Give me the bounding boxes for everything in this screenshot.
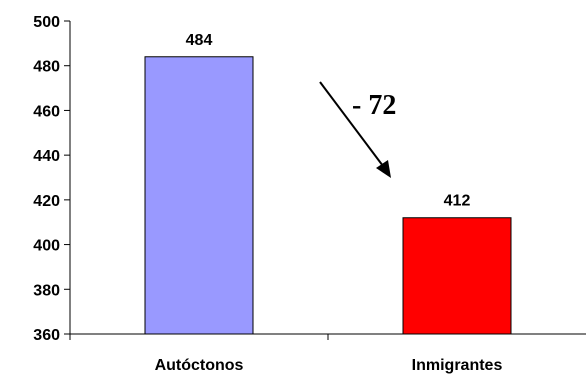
data-label-1: 412 xyxy=(444,193,471,210)
data-labels: 484 412 xyxy=(186,32,471,210)
arrow-head xyxy=(376,160,391,178)
category-label-1: Inmigrantes xyxy=(412,357,503,374)
y-tick-label: 380 xyxy=(33,282,60,299)
y-tick-label: 420 xyxy=(33,193,60,210)
x-axis-ticks xyxy=(69,334,329,340)
bar-0 xyxy=(144,56,254,335)
category-label-0: Autóctonos xyxy=(155,357,244,374)
y-tick-label: 400 xyxy=(33,238,60,255)
difference-label: - 72 xyxy=(352,90,396,121)
y-axis-ticks: 360 380 400 420 440 460 480 500 xyxy=(33,14,70,344)
y-tick-label: 480 xyxy=(33,59,60,76)
arrow-line xyxy=(319,81,387,171)
difference-annotation: - 72 xyxy=(319,81,396,178)
bar-1 xyxy=(402,217,512,335)
y-tick-label: 460 xyxy=(33,103,60,120)
category-labels: Autóctonos Inmigrantes xyxy=(155,357,503,374)
y-tick-label: 360 xyxy=(33,327,60,344)
bars xyxy=(144,56,512,335)
y-tick-label: 440 xyxy=(33,148,60,165)
y-tick-label: 500 xyxy=(33,14,60,31)
data-label-0: 484 xyxy=(186,32,213,49)
